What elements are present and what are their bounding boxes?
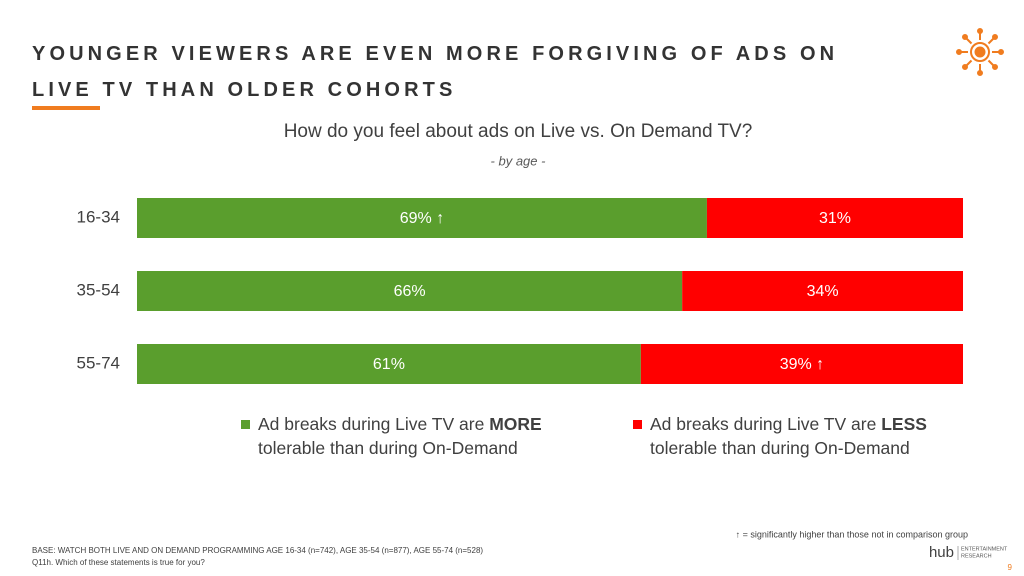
logo-name: hub xyxy=(929,544,954,561)
slide-title: YOUNGER VIEWERS ARE EVEN MORE FORGIVING … xyxy=(32,43,839,101)
page-number: 9 xyxy=(1008,563,1013,572)
bar-segment xyxy=(682,271,963,311)
value-label: 66% xyxy=(394,283,426,300)
bar-segment xyxy=(137,271,683,311)
value-label: 34% xyxy=(807,283,839,300)
footnote: ↑ = significantly higher than those not … xyxy=(736,529,968,539)
value-label: 31% xyxy=(819,210,851,227)
chart-subtitle: How do you feel about ads on Live vs. On… xyxy=(284,121,753,142)
y-tick-label: 16-34 xyxy=(77,207,120,226)
legend-item: Ad breaks during Live TV are MORE tolera… xyxy=(241,412,548,460)
y-tick-label: 35-54 xyxy=(77,280,120,299)
legend-swatch xyxy=(633,420,642,429)
legend-label: Ad breaks during Live TV are LESS tolera… xyxy=(650,414,927,458)
logo-tagline: ENTERTAINMENT xyxy=(961,546,1008,552)
question-note: Q11h. Which of these statements is true … xyxy=(32,558,205,567)
bar-segment xyxy=(137,198,707,238)
bar-segment xyxy=(640,344,963,384)
legend-swatch xyxy=(241,420,250,429)
base-note: BASE: WATCH BOTH LIVE AND ON DEMAND PROG… xyxy=(32,546,483,555)
bar-segment xyxy=(706,198,963,238)
value-label: 39% ↑ xyxy=(780,356,824,373)
value-label: 69% ↑ xyxy=(400,210,444,227)
logo-icon xyxy=(956,28,1004,76)
y-tick-label: 55-74 xyxy=(77,353,120,372)
value-label: 61% xyxy=(373,356,405,373)
title-underline xyxy=(32,106,100,110)
bar-segment xyxy=(137,344,641,384)
legend-item: Ad breaks during Live TV are LESS tolera… xyxy=(633,412,940,460)
legend-label: Ad breaks during Live TV are MORE tolera… xyxy=(258,414,542,458)
chart-subsubtitle: - by age - xyxy=(491,153,547,168)
logo-tagline: RESEARCH xyxy=(961,553,992,559)
